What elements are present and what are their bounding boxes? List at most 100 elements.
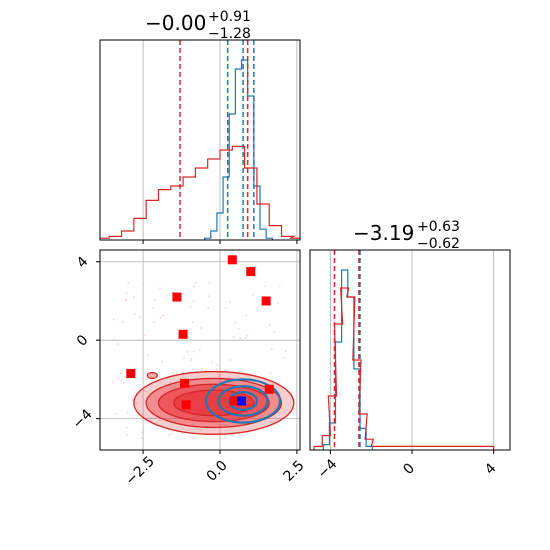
- bottom-right-title-value: −3.19: [353, 221, 414, 245]
- sample-dot: [152, 307, 155, 309]
- sample-dot: [159, 287, 161, 290]
- blue-square-marker: [237, 396, 247, 406]
- sample-dot: [161, 360, 164, 363]
- sample-dot: [162, 314, 164, 317]
- sample-dot: [200, 327, 203, 329]
- bottom-right-title-upper: +0.63: [417, 219, 460, 235]
- sample-dot: [120, 379, 123, 382]
- sample-dot: [239, 337, 242, 339]
- sample-dot: [261, 414, 264, 417]
- sample-dot: [147, 354, 149, 357]
- red-contour: [146, 371, 158, 380]
- sample-dot: [273, 330, 275, 333]
- sample-dot: [198, 349, 201, 352]
- sample-dot: [126, 426, 128, 429]
- sample-dot: [229, 359, 232, 361]
- sample-dot: [199, 429, 202, 431]
- sample-dot: [112, 318, 115, 321]
- sample-dot: [218, 375, 221, 378]
- sample-dot: [122, 381, 125, 384]
- sample-dot: [167, 433, 170, 436]
- top-left-title-value: −0.00: [145, 11, 206, 35]
- bottom-left-axes-frame: [99, 249, 301, 451]
- sample-dot: [285, 350, 287, 353]
- sample-dot: [268, 324, 271, 326]
- sample-dot: [190, 357, 193, 360]
- y-tick-label: 4: [74, 254, 92, 272]
- sample-dot: [138, 316, 141, 318]
- sample-dot: [127, 281, 130, 284]
- bottom-left-scatter-panel: −2.5 0.0 2.5 −4 0 4: [70, 249, 308, 489]
- sample-dot: [169, 381, 171, 384]
- sample-dot: [191, 368, 194, 371]
- sample-dot: [191, 423, 194, 425]
- sample-dot: [276, 302, 279, 305]
- bottom-right-axes-frame: [309, 249, 511, 451]
- sample-dot: [272, 420, 274, 423]
- red-square-marker: [246, 267, 256, 277]
- sample-dot: [193, 285, 196, 288]
- sample-dot: [172, 371, 175, 374]
- sample-dot: [165, 294, 168, 297]
- blue-histogram-line: [204, 59, 273, 240]
- y-tick-label: −4: [70, 406, 96, 432]
- sample-dot: [216, 363, 219, 366]
- red-square-marker: [126, 369, 136, 379]
- sample-dot: [232, 335, 235, 338]
- sample-dot: [135, 402, 138, 405]
- sample-dot: [142, 429, 145, 432]
- red-square-marker: [264, 384, 274, 394]
- sample-dot: [281, 407, 284, 410]
- sample-dot: [201, 367, 203, 370]
- sample-dot: [282, 356, 285, 359]
- sample-dot: [126, 434, 128, 436]
- bottom-right-title-lower: −0.62: [417, 236, 460, 252]
- y-tick-label: 0: [74, 332, 92, 350]
- red-histogram-line: [313, 287, 495, 450]
- x-tick-label: 0: [400, 460, 418, 478]
- sample-dot: [251, 293, 254, 296]
- sample-dot: [279, 285, 281, 287]
- sample-dot: [207, 307, 210, 309]
- sample-dot: [269, 372, 272, 374]
- sample-dot: [264, 285, 267, 288]
- sample-dot: [117, 376, 120, 379]
- top-left-title-lower: −1.28: [208, 26, 251, 42]
- sample-dot: [181, 432, 183, 435]
- sample-dot: [152, 321, 155, 324]
- sample-dot: [227, 375, 230, 378]
- red-square-marker: [229, 396, 239, 406]
- sample-dot: [192, 350, 195, 353]
- sample-dot: [216, 372, 219, 375]
- sample-dot: [133, 312, 136, 315]
- sample-dot: [270, 348, 273, 350]
- x-tick-label: 0.0: [204, 458, 231, 485]
- sample-dot: [207, 295, 210, 298]
- sample-dot: [233, 321, 236, 324]
- x-tick-label: −4: [315, 456, 341, 482]
- sample-dot: [126, 411, 129, 414]
- sample-dot: [115, 413, 118, 415]
- sample-dot: [132, 296, 135, 299]
- sample-dot: [132, 399, 134, 401]
- sample-dot: [122, 321, 125, 323]
- sample-dot: [271, 395, 274, 398]
- sample-dot: [194, 281, 197, 284]
- sample-dot: [244, 336, 247, 339]
- sample-dot: [222, 423, 225, 426]
- sample-dot: [208, 282, 211, 284]
- sample-dot: [116, 343, 119, 345]
- sample-dot: [119, 372, 122, 375]
- top-left-axes-frame: [99, 39, 301, 241]
- sample-dot: [141, 431, 144, 434]
- bottom-right-histogram-panel: −3.19 +0.63 −0.62 −4 0 4: [309, 219, 511, 482]
- sample-dot: [189, 305, 192, 308]
- sample-dot: [159, 317, 162, 319]
- sample-dot: [245, 314, 248, 317]
- sample-dot: [183, 357, 185, 360]
- sample-dot: [140, 437, 143, 439]
- x-tick-label: −2.5: [123, 453, 158, 488]
- top-left-histogram-panel: −0.00 +0.91 −1.28: [99, 9, 301, 244]
- x-tick-label: 4: [482, 460, 500, 478]
